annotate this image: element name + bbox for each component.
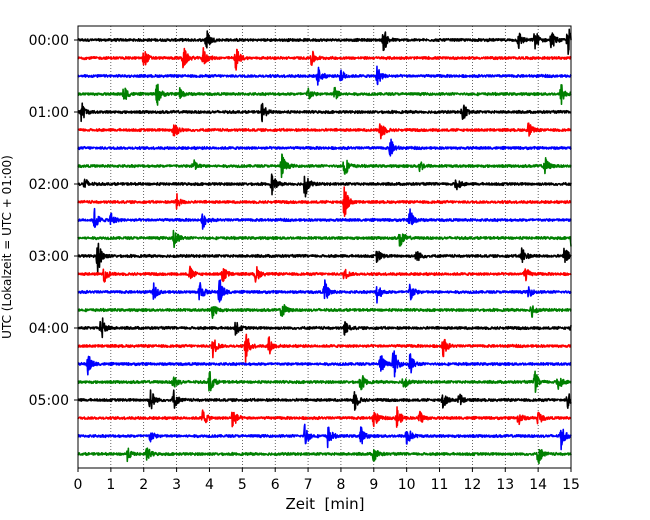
x-tick-label: 8 — [336, 477, 345, 493]
x-tick-label: 10 — [398, 477, 416, 493]
y-axis: 00:00 01:00 02:00 03:00 04:00 05:00 — [29, 33, 78, 409]
x-tick-label: 14 — [529, 477, 547, 493]
y-axis-label: UTC (Lokalzeit = UTC + 01:00) — [0, 155, 14, 339]
x-axis-label: Zeit [min] — [285, 495, 364, 513]
seismic-trace — [77, 447, 572, 465]
y-tick-label: 03:00 — [29, 249, 69, 265]
seismic-trace — [77, 153, 572, 179]
seismic-trace — [77, 265, 572, 283]
seismic-trace — [77, 46, 572, 71]
seismic-trace — [77, 186, 572, 217]
seismic-trace — [77, 242, 572, 274]
y-tick-label: 05:00 — [29, 393, 69, 409]
seismic-trace — [77, 102, 572, 123]
y-tick-label: 00:00 — [29, 33, 69, 49]
y-tick-label: 02:00 — [29, 177, 69, 193]
seismic-trace — [77, 207, 572, 230]
seismic-trace — [77, 28, 572, 56]
x-tick-label: 4 — [205, 477, 214, 493]
x-tick-label: 15 — [562, 477, 580, 493]
seismic-trace — [77, 229, 572, 249]
x-axis: 0 1 2 3 4 5 6 7 8 9 10 11 12 13 14 15 — [74, 468, 580, 493]
x-tick-label: 2 — [139, 477, 148, 493]
x-tick-label: 0 — [74, 477, 83, 493]
seismic-trace — [77, 389, 572, 411]
seismic-trace — [77, 138, 572, 157]
y-tick-label: 01:00 — [29, 105, 69, 121]
seismic-trace — [77, 122, 572, 140]
seismic-trace — [77, 333, 572, 363]
x-tick-label: 13 — [496, 477, 514, 493]
seismic-traces — [77, 28, 572, 465]
seismic-trace — [77, 370, 572, 394]
y-tick-label: 04:00 — [29, 321, 69, 337]
x-tick-label: 7 — [304, 477, 313, 493]
seismic-trace — [77, 304, 572, 319]
x-tick-label: 12 — [463, 477, 481, 493]
seismic-trace — [77, 65, 572, 86]
seismic-trace — [77, 83, 572, 106]
x-tick-label: 3 — [172, 477, 181, 493]
x-tick-label: 5 — [238, 477, 247, 493]
x-tick-label: 11 — [431, 477, 449, 493]
x-tick-label: 6 — [271, 477, 280, 493]
x-tick-label: 9 — [369, 477, 378, 493]
plot-frame — [77, 25, 572, 469]
seismic-trace — [77, 406, 572, 428]
seismic-trace — [77, 423, 572, 451]
x-tick-label: 1 — [106, 477, 115, 493]
seismic-trace — [77, 317, 572, 339]
seismic-trace — [77, 173, 572, 198]
seismic-trace — [77, 279, 572, 304]
seismic-trace — [77, 350, 572, 378]
